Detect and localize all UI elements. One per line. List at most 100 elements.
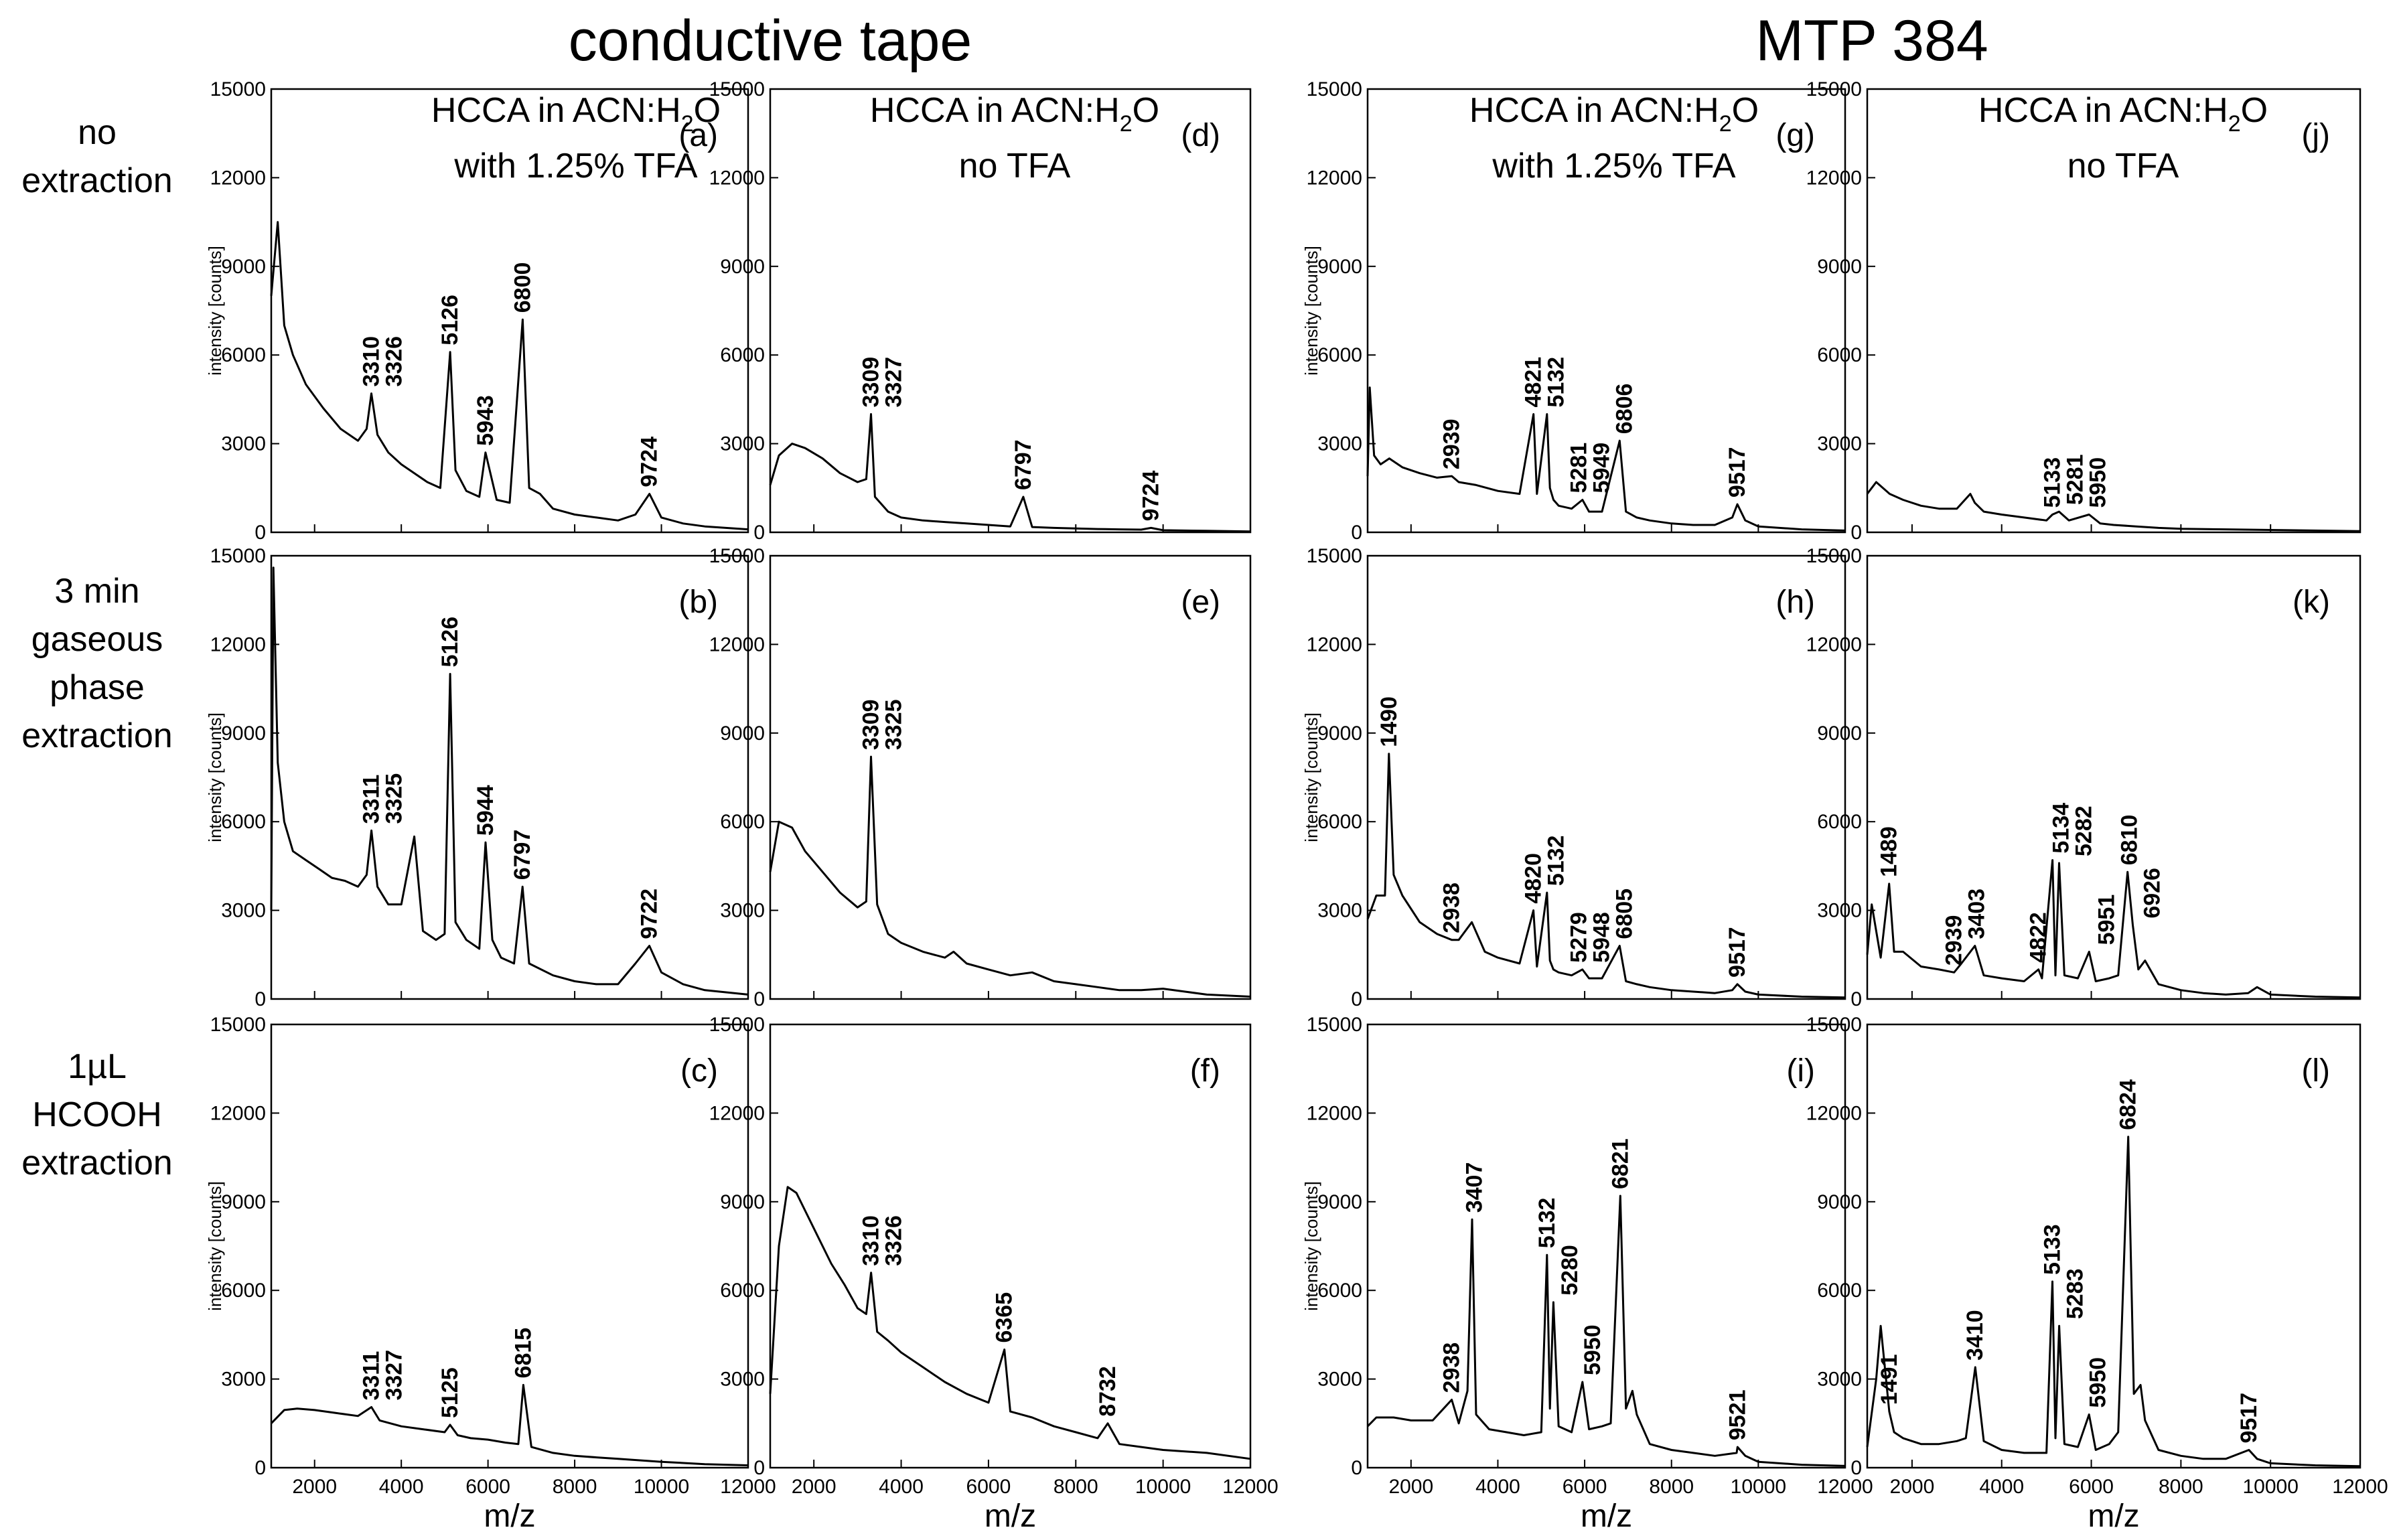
- panel-j-frame: [1866, 88, 2362, 534]
- condition-4-matrix: HCCA in ACN:H2O: [1978, 91, 2268, 137]
- panel-g-peak-label: 9517: [1725, 447, 1750, 497]
- panel-b-spectrum: [270, 566, 749, 996]
- panel-a-peak-label: 3326: [382, 336, 407, 387]
- panel-l-xtick-label: 6000: [2069, 1476, 2114, 1498]
- panel-h-ytick-label: 9000: [1317, 722, 1362, 745]
- panel-c-xlabel: m/z: [484, 1498, 535, 1534]
- panel-f-peak-label: 3310: [859, 1215, 884, 1266]
- panel-c-xtick-label: 4000: [379, 1476, 424, 1498]
- panel-b-peak-label: 5944: [473, 785, 498, 836]
- panel-k-letter: (k): [2293, 585, 2330, 620]
- panel-h-ytick-label: 12000: [1307, 633, 1362, 656]
- panel-l-xtick-label: 10000: [2242, 1476, 2298, 1498]
- panel-l-peak-label: 5283: [2063, 1269, 2088, 1320]
- condition-1-matrix: HCCA in ACN:H2O: [431, 91, 721, 137]
- panel-e-peak-label: 3325: [881, 699, 907, 750]
- panel-i-xtick-label: 10000: [1731, 1476, 1786, 1498]
- panel-i-peak-label: 5132: [1534, 1198, 1560, 1249]
- panel-i-peak-label: 5950: [1580, 1324, 1605, 1375]
- panel-k-frame: [1866, 554, 2362, 1000]
- panel-f-xtick-label: 4000: [879, 1476, 924, 1498]
- panel-b-ytick-label: 3000: [221, 900, 266, 922]
- panel-c-ylabel: intensity [counts]: [205, 1181, 225, 1311]
- panel-g-ytick-label: 6000: [1317, 344, 1362, 366]
- panel-d-peak-label: 6797: [1011, 439, 1036, 490]
- panel-d-ytick-label: 6000: [720, 344, 765, 366]
- panel-l-ytick-label: 3000: [1817, 1369, 1862, 1391]
- panel-b-ytick-label: 15000: [210, 545, 266, 567]
- panel-c-xtick-label: 12000: [720, 1476, 776, 1498]
- panel-l-xtick-label: 12000: [2332, 1476, 2388, 1498]
- panel-b-ylabel: intensity [counts]: [205, 712, 225, 842]
- panel-f-xtick-label: 6000: [966, 1476, 1011, 1498]
- panel-h-peak-label: 9517: [1725, 927, 1750, 978]
- panel-f-ytick-label: 9000: [720, 1191, 765, 1213]
- panel-f-ytick-label: 12000: [709, 1102, 765, 1124]
- panel-i-letter: (i): [1786, 1053, 1815, 1089]
- panel-l-ytick-label: 15000: [1806, 1014, 1862, 1036]
- panel-e-ytick-label: 15000: [709, 545, 765, 567]
- panel-g-letter: (g): [1775, 118, 1815, 153]
- panel-a-ytick-label: 9000: [221, 256, 266, 278]
- panel-i-xtick-label: 2000: [1388, 1476, 1433, 1498]
- panel-d-peak-label: 3309: [859, 357, 884, 408]
- panel-k-peak-label: 4822: [2026, 912, 2051, 963]
- panel-j-ytick-label: 6000: [1817, 344, 1862, 366]
- panel-h-peak-label: 5279: [1567, 912, 1592, 963]
- panel-l-peak-label: 5133: [2040, 1224, 2065, 1275]
- panel-l-peak-label: 9517: [2236, 1393, 2262, 1444]
- panel-i-ylabel: intensity [counts]: [1301, 1181, 1321, 1311]
- panel-k-ytick-label: 0: [1850, 988, 1862, 1010]
- panel-i-peak-label: 9521: [1725, 1389, 1750, 1440]
- panel-h-ytick-label: 6000: [1317, 811, 1362, 833]
- row-label-1-line-2: extraction: [21, 161, 172, 200]
- panel-j-ytick-label: 9000: [1817, 256, 1862, 278]
- panel-j-peak-label: 5133: [2040, 457, 2065, 508]
- panel-h-frame: [1366, 554, 1846, 1000]
- panel-k-spectrum: [1866, 859, 2361, 999]
- panel-i-peak-label: 3407: [1462, 1162, 1487, 1213]
- panel-f-ytick-label: 3000: [720, 1369, 765, 1391]
- panel-l-ytick-label: 9000: [1817, 1191, 1862, 1213]
- panel-l-peak-label: 3410: [1962, 1310, 1988, 1361]
- panel-c-xtick-label: 6000: [465, 1476, 510, 1498]
- panel-e-frame: [769, 554, 1252, 1000]
- panel-i-ytick-label: 6000: [1317, 1280, 1362, 1302]
- panel-f-letter: (f): [1190, 1053, 1220, 1089]
- panel-c-peak-label: 6815: [510, 1328, 536, 1379]
- panel-b-peak-label: 9722: [637, 889, 662, 939]
- panel-a-peak-label: 5126: [437, 295, 463, 345]
- panel-h: 0 3000 6000 9000 12000 15000 intensity [counts…: [1301, 545, 1846, 1010]
- panel-h-spectrum: [1366, 753, 1846, 999]
- panel-f-ytick-label: 15000: [709, 1014, 765, 1036]
- panel-b-ytick-label: 0: [255, 988, 266, 1010]
- panel-l-frame: [1866, 1023, 2362, 1469]
- panel-f-peak-label: 3326: [881, 1215, 907, 1266]
- panel-f-xtick-label: 8000: [1054, 1476, 1098, 1498]
- panel-c-ytick-label: 9000: [221, 1191, 266, 1213]
- panel-i-xtick-label: 8000: [1649, 1476, 1694, 1498]
- panel-a-ylabel: intensity [counts]: [205, 246, 225, 376]
- panel-a-letter: (a): [678, 118, 718, 153]
- panel-c-letter: (c): [680, 1053, 718, 1089]
- panel-g-peak-label: 4821: [1521, 357, 1546, 408]
- panel-k-peak-label: 6926: [2140, 868, 2165, 919]
- panel-i-xtick-label: 6000: [1563, 1476, 1607, 1498]
- panel-d-spectrum: [769, 413, 1251, 533]
- panel-f-xtick-label: 2000: [792, 1476, 837, 1498]
- condition-2-additive: no TFA: [959, 147, 1071, 185]
- panel-g-peak-label: 5281: [1567, 443, 1592, 493]
- panel-b-ytick-label: 6000: [221, 811, 266, 833]
- panel-g-ytick-label: 3000: [1317, 433, 1362, 455]
- panel-b-peak-label: 5126: [437, 617, 463, 668]
- panel-b-ytick-label: 9000: [221, 722, 266, 745]
- panel-j-letter: (j): [2301, 118, 2330, 153]
- panel-f-peak-label: 6365: [992, 1292, 1017, 1343]
- panel-g-peak-label: 5949: [1589, 443, 1615, 493]
- panel-l-xtick-label: 4000: [1979, 1476, 2024, 1498]
- panel-g-ytick-label: 0: [1351, 522, 1362, 544]
- panel-a-ytick-label: 6000: [221, 344, 266, 366]
- panel-a-ytick-label: 12000: [210, 167, 266, 189]
